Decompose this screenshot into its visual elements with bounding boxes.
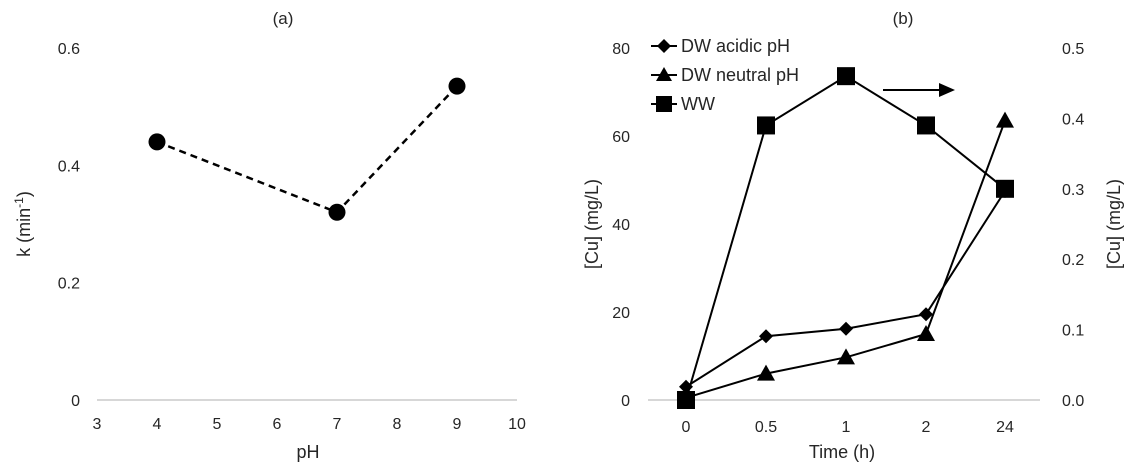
y-tick-label: 80 bbox=[612, 41, 630, 58]
panel-a: (a) 3 4 5 6 7 8 9 10 0 0.2 0.4 0.6 pH k (min-1) bbox=[12, 9, 526, 462]
x-tick-label: 4 bbox=[153, 416, 162, 433]
legend-label: DW acidic pH bbox=[681, 36, 790, 56]
panel-a-y-label-main: k (min bbox=[14, 208, 34, 257]
triangle-marker-icon bbox=[656, 67, 672, 81]
triangle-point bbox=[917, 325, 935, 341]
y2-tick-label: 0.0 bbox=[1062, 393, 1084, 410]
panel-b-x-ticks: 0 0.5 1 2 24 bbox=[682, 419, 1014, 436]
x-tick-label: 8 bbox=[393, 416, 402, 433]
panel-a-title: (a) bbox=[273, 9, 294, 28]
diamond-point bbox=[759, 329, 773, 344]
x-tick-label: 10 bbox=[508, 416, 526, 433]
panel-b-series bbox=[677, 67, 1014, 409]
square-point bbox=[996, 179, 1014, 198]
diamond-point bbox=[839, 321, 853, 336]
data-point bbox=[148, 133, 166, 151]
panel-b-y2-label: [Cu] (mg/L) bbox=[1104, 179, 1124, 269]
panel-a-series bbox=[148, 77, 466, 221]
y2-tick-label: 0.5 bbox=[1062, 41, 1084, 58]
series-line bbox=[156, 85, 458, 214]
y-tick-label: 0.4 bbox=[58, 158, 80, 175]
right-axis-arrow bbox=[883, 83, 955, 97]
x-tick-label: 9 bbox=[453, 416, 462, 433]
y2-tick-label: 0.2 bbox=[1062, 252, 1084, 269]
right-axis-arrow-head bbox=[939, 83, 955, 97]
panel-a-y-ticks: 0 0.2 0.4 0.6 bbox=[58, 41, 80, 410]
legend-label: WW bbox=[681, 94, 715, 114]
triangle-point bbox=[837, 348, 855, 365]
data-point bbox=[328, 203, 346, 221]
y-tick-label: 40 bbox=[612, 217, 630, 234]
panel-a-x-label: pH bbox=[296, 442, 319, 462]
square-point bbox=[837, 67, 855, 86]
x-tick-label: 5 bbox=[213, 416, 222, 433]
y-tick-label: 20 bbox=[612, 305, 630, 322]
panel-b-y2-ticks: 0.0 0.1 0.2 0.3 0.4 0.5 bbox=[1062, 41, 1084, 410]
square-point bbox=[757, 116, 775, 135]
square-point bbox=[917, 116, 935, 135]
legend-item-dw-neutral: DW neutral pH bbox=[651, 65, 799, 85]
panel-b-title: (b) bbox=[893, 9, 914, 28]
x-tick-label: 1 bbox=[842, 419, 851, 436]
y2-tick-label: 0.4 bbox=[1062, 111, 1084, 128]
panel-b-y-ticks: 0 20 40 60 80 bbox=[612, 41, 630, 410]
panel-a-y-label: k (min-1) bbox=[12, 191, 34, 257]
y-tick-label: 0 bbox=[71, 393, 80, 410]
panel-b-y-label: [Cu] (mg/L) bbox=[582, 179, 602, 269]
y-tick-label: 0 bbox=[621, 393, 630, 410]
panel-a-y-label-superscript: -1 bbox=[12, 197, 26, 208]
data-point bbox=[448, 77, 466, 95]
legend-item-dw-acidic: DW acidic pH bbox=[651, 36, 790, 56]
diamond-point bbox=[919, 307, 933, 322]
x-tick-label: 0 bbox=[682, 419, 691, 436]
legend-label: DW neutral pH bbox=[681, 65, 799, 85]
x-tick-label: 2 bbox=[922, 419, 931, 436]
y-tick-label: 0.6 bbox=[58, 41, 80, 58]
square-point bbox=[677, 391, 695, 409]
triangle-point bbox=[996, 111, 1014, 128]
x-tick-label: 6 bbox=[273, 416, 282, 433]
y2-tick-label: 0.3 bbox=[1062, 182, 1084, 199]
y-tick-label: 60 bbox=[612, 129, 630, 146]
x-tick-label: 24 bbox=[996, 419, 1014, 436]
square-marker-icon bbox=[656, 96, 672, 112]
triangle-point bbox=[757, 364, 775, 381]
panel-b-x-label: Time (h) bbox=[809, 442, 875, 462]
x-tick-label: 3 bbox=[93, 416, 102, 433]
panel-b-legend: DW acidic pH DW neutral pH WW bbox=[651, 36, 799, 114]
panel-a-x-ticks: 3 4 5 6 7 8 9 10 bbox=[93, 416, 526, 433]
panel-a-y-label-end: ) bbox=[14, 191, 34, 197]
y2-tick-label: 0.1 bbox=[1062, 323, 1084, 340]
diamond-marker-icon bbox=[657, 39, 671, 53]
legend-item-ww: WW bbox=[651, 94, 715, 114]
x-tick-label: 0.5 bbox=[755, 419, 777, 436]
x-tick-label: 7 bbox=[333, 416, 342, 433]
y-tick-label: 0.2 bbox=[58, 276, 80, 293]
